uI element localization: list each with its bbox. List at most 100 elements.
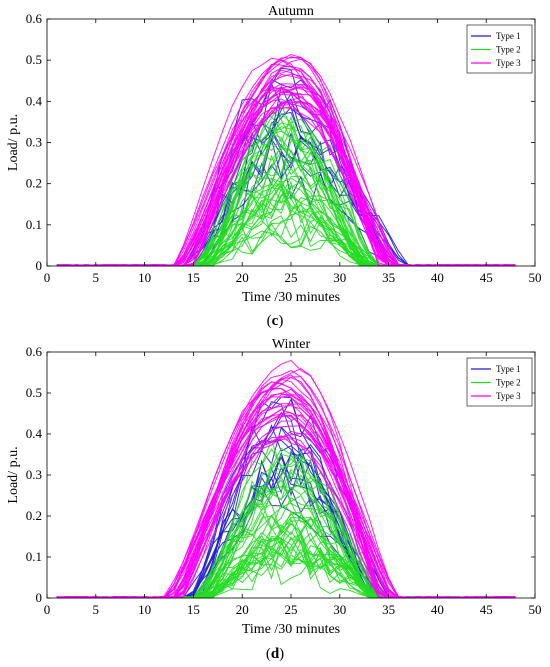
x-tick-label: 15	[187, 270, 200, 285]
series-line	[56, 528, 516, 599]
y-tick-label: 0.6	[26, 344, 43, 359]
series-line	[56, 539, 516, 599]
y-tick-label: 0.1	[26, 217, 42, 232]
series-type-1	[56, 396, 516, 599]
series-line	[56, 195, 516, 267]
legend-label: Type 3	[496, 391, 521, 401]
x-tick-label: 20	[236, 270, 249, 285]
series-line	[56, 539, 516, 599]
series-line	[56, 436, 516, 599]
x-axis-label: Time /30 minutes	[242, 290, 340, 305]
chart-title: Winter	[272, 337, 311, 352]
plot-area	[56, 53, 516, 267]
series-line	[56, 541, 516, 599]
x-tick-label: 45	[480, 270, 493, 285]
x-tick-label: 5	[93, 270, 100, 285]
x-tick-label: 35	[382, 602, 395, 617]
series-line	[56, 414, 516, 599]
series-line	[56, 430, 516, 599]
legend: Type 1 Type 2 Type 3	[466, 24, 533, 74]
x-tick-label: 40	[431, 602, 444, 617]
series-line	[56, 398, 516, 599]
y-tick-label: 0.4	[26, 426, 43, 441]
x-tick-label: 0	[44, 270, 51, 285]
plot-area	[56, 359, 516, 599]
series-line	[56, 535, 516, 599]
legend-label: Type 1	[496, 31, 521, 41]
y-tick-label: 0.3	[26, 467, 42, 482]
legend-label: Type 2	[496, 45, 521, 55]
series-line	[56, 433, 516, 599]
y-tick-label: 0.5	[26, 385, 42, 400]
y-tick-label: 0	[36, 590, 43, 605]
series-line	[56, 194, 516, 267]
legend-label: Type 3	[496, 58, 521, 68]
series-line	[56, 413, 516, 599]
chart-panel-d: 0 5 10 15 20 25 30 35 40 45 50 0 0.1 0.2 0.3 0.4 0.5 0.6 W…	[6, 337, 542, 637]
y-tick-label: 0.1	[26, 549, 42, 564]
series-line	[56, 167, 516, 267]
y-tick-label: 0	[36, 258, 43, 273]
x-tick-label: 10	[138, 602, 151, 617]
y-tick-label: 0.4	[26, 93, 43, 108]
series-line	[56, 531, 516, 599]
x-tick-label: 45	[480, 602, 493, 617]
x-tick-label: 30	[333, 270, 346, 285]
series-line	[56, 456, 516, 599]
series-line	[56, 426, 516, 599]
y-tick-label: 0.6	[26, 11, 43, 26]
x-tick-label: 15	[187, 602, 200, 617]
y-tick-label: 0.2	[26, 508, 42, 523]
legend-label: Type 1	[496, 364, 521, 374]
x-tick-label: 40	[431, 270, 444, 285]
series-line	[56, 377, 516, 599]
x-axis-label: Time /30 minutes	[242, 622, 340, 637]
series-line	[56, 435, 516, 599]
series-line	[56, 369, 516, 599]
x-tick-label: 35	[382, 270, 395, 285]
series-line	[56, 403, 516, 599]
series-type-1	[56, 67, 516, 267]
x-tick-label: 50	[529, 602, 542, 617]
caption-d: (d)	[265, 646, 285, 662]
series-line	[56, 496, 516, 599]
x-tick-label: 50	[529, 270, 542, 285]
series-line	[56, 438, 516, 599]
caption-c: (c)	[266, 313, 284, 329]
series-line	[56, 96, 516, 267]
series-line	[56, 413, 516, 599]
series-line	[56, 400, 516, 599]
series-line	[56, 409, 516, 599]
x-tick-label: 25	[285, 602, 298, 617]
series-line	[56, 551, 516, 599]
y-axis-label: Load/ p.u.	[6, 114, 21, 171]
series-line	[56, 201, 516, 267]
chart-title: Autumn	[268, 4, 314, 19]
x-tick-label: 5	[93, 602, 100, 617]
x-tick-label: 25	[285, 270, 298, 285]
series-line	[56, 69, 516, 267]
x-tick-label: 0	[44, 602, 51, 617]
x-tick-label: 20	[236, 602, 249, 617]
series-line	[56, 540, 516, 599]
series-line	[56, 368, 516, 599]
series-line	[56, 475, 516, 599]
x-tick-label: 10	[138, 270, 151, 285]
y-tick-label: 0.2	[26, 176, 42, 191]
caption-c-letter: c	[271, 313, 279, 329]
legend: Type 1 Type 2 Type 3	[466, 357, 533, 407]
series-line	[56, 69, 516, 267]
series-type-2	[56, 103, 516, 267]
series-line	[56, 149, 516, 267]
series-type-3	[56, 359, 516, 599]
series-line	[56, 154, 516, 267]
series-line	[56, 392, 516, 599]
y-tick-label: 0.3	[26, 135, 42, 150]
chart-panel-c: 0 5 10 15 20 25 30 35 40 45 50 0 0.1 0.2 0.3 0.4 0.5 0.6 A…	[6, 4, 542, 305]
series-line	[56, 424, 516, 599]
series-line	[56, 100, 516, 267]
series-line	[56, 92, 516, 267]
series-line	[56, 403, 516, 599]
y-axis-label: Load/ p.u.	[6, 446, 21, 503]
